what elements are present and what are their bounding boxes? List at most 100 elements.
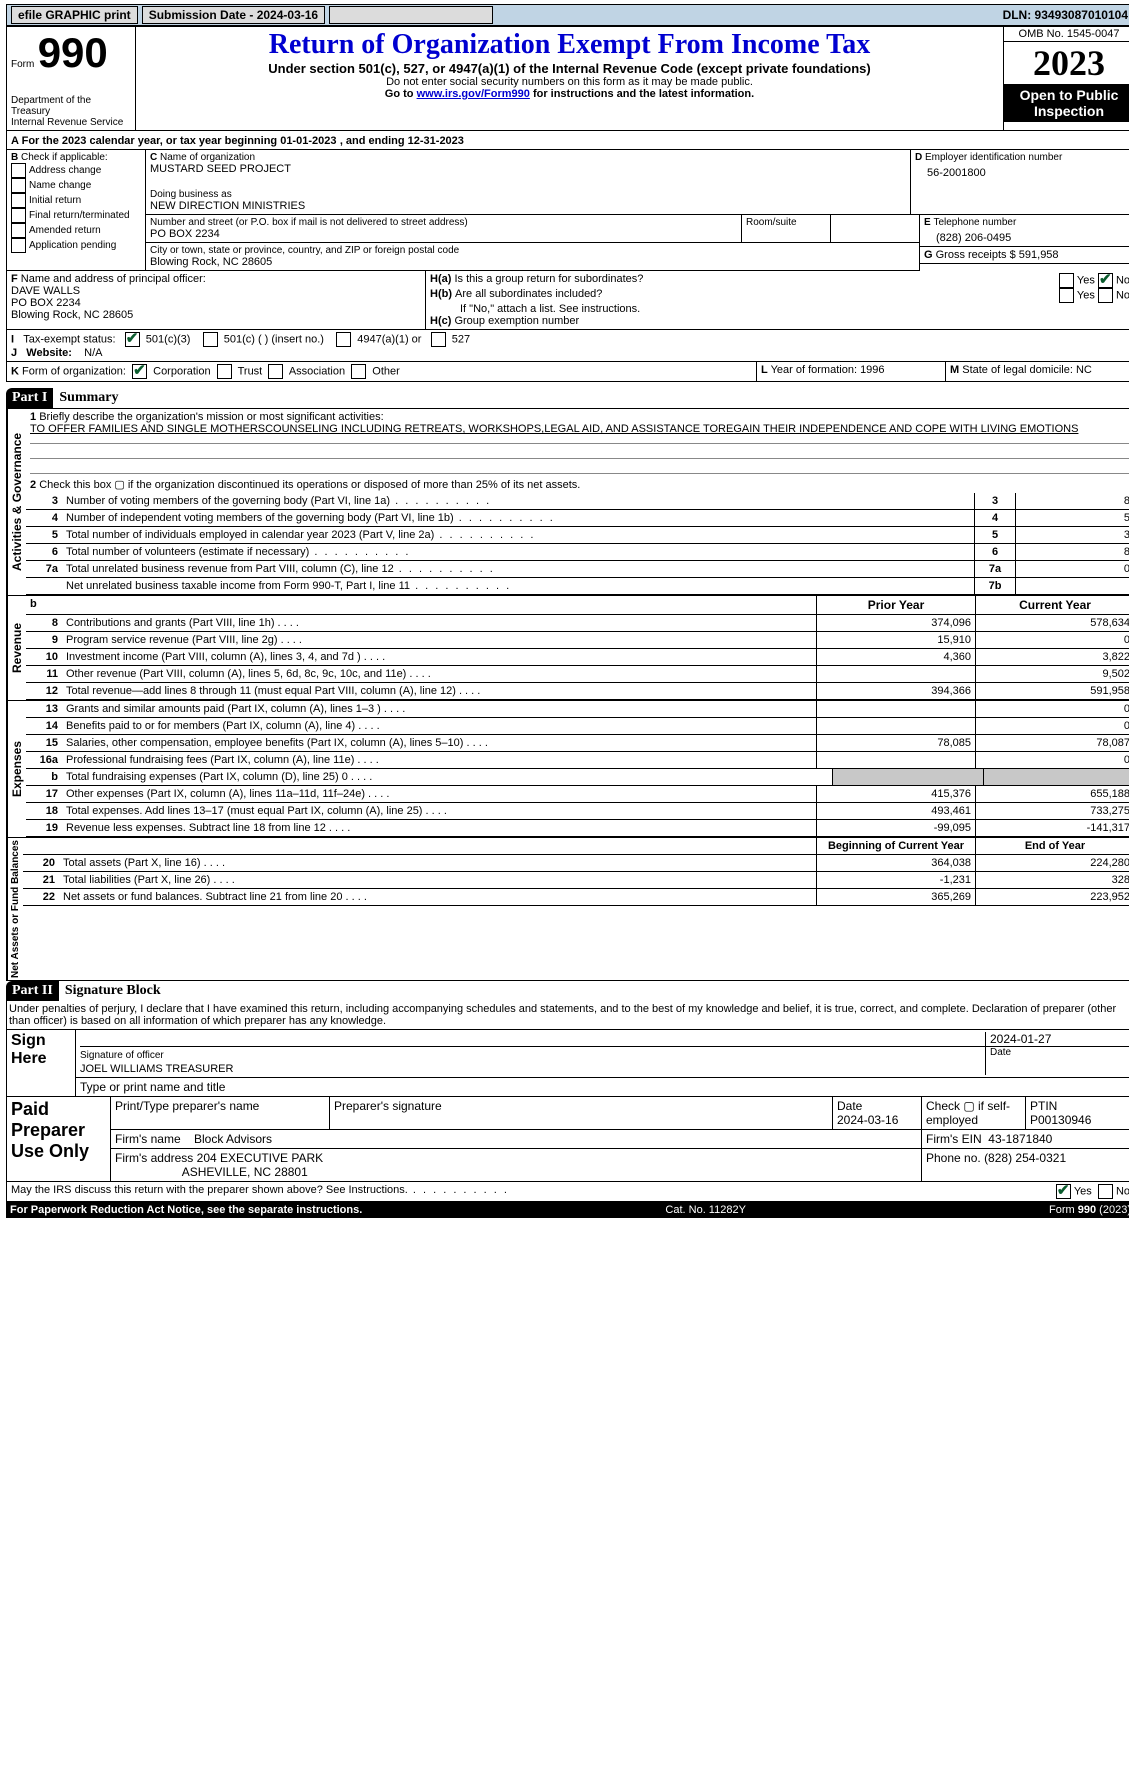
table-cell: 655,188 — [975, 786, 1129, 802]
d-label: Employer identification number — [925, 152, 1062, 163]
ck-ha-yes[interactable] — [1059, 273, 1074, 288]
table-cell: 5 — [1015, 510, 1129, 526]
line-a-text: For the 2023 calendar year, or tax year … — [22, 135, 337, 147]
table-cell: -1,231 — [816, 872, 975, 888]
table-row-label: Total fundraising expenses (Part IX, col… — [62, 769, 832, 785]
ck-4947[interactable] — [336, 332, 351, 347]
e-label: Telephone number — [933, 217, 1016, 228]
ck-final-return[interactable] — [11, 208, 26, 223]
pp-date-label: Date — [837, 1099, 862, 1113]
topbar: efile GRAPHIC print Submission Date - 20… — [6, 4, 1129, 26]
ck-name-change[interactable] — [11, 178, 26, 193]
footer-form: Form 990 (2023) — [1049, 1204, 1129, 1216]
phone-label: Phone no. — [926, 1151, 981, 1165]
f-street: PO BOX 2234 — [11, 297, 81, 309]
table-cell: 15,910 — [816, 632, 975, 648]
col-current: Current Year — [975, 596, 1129, 614]
blank-button[interactable] — [329, 6, 493, 24]
ck-hb-yes[interactable] — [1059, 288, 1074, 303]
i-label: Tax-exempt status: — [23, 333, 115, 345]
pp-sig-label: Preparer's signature — [330, 1097, 833, 1130]
ptin-value: P00130946 — [1030, 1113, 1091, 1127]
table-cell: 8 — [1015, 493, 1129, 509]
table-row-box: 6 — [974, 544, 1015, 560]
table-row-label: Total liabilities (Part X, line 26) — [59, 872, 816, 888]
ck-discuss-no[interactable] — [1098, 1184, 1113, 1199]
hb-no: No — [1116, 289, 1129, 301]
table-cell: -99,095 — [816, 820, 975, 836]
footer-pra: For Paperwork Reduction Act Notice, see … — [10, 1204, 362, 1216]
ck-amended-return[interactable] — [11, 223, 26, 238]
submission-date-button[interactable]: Submission Date - 2024-03-16 — [142, 6, 325, 24]
dept-treasury: Department of the Treasury — [11, 95, 131, 117]
table-row-label: Net assets or fund balances. Subtract li… — [59, 889, 816, 905]
table-row-label: Other expenses (Part IX, column (A), lin… — [62, 786, 816, 802]
table-cell — [1015, 578, 1129, 594]
hc-label: Group exemption number — [454, 315, 579, 327]
col-begin: Beginning of Current Year — [816, 838, 975, 854]
perjury-text: Under penalties of perjury, I declare th… — [6, 1001, 1129, 1030]
ck-other[interactable] — [351, 364, 366, 379]
part-i-title: Summary — [53, 388, 124, 408]
table-cell: 78,087 — [975, 735, 1129, 751]
l2-text: Check this box ▢ if the organization dis… — [39, 479, 580, 491]
omb-label: OMB No. 1545-0047 — [1004, 27, 1129, 42]
ck-discuss-yes[interactable] — [1056, 1184, 1071, 1199]
table-row-label: Professional fundraising fees (Part IX, … — [62, 752, 816, 768]
sig-type-label: Type or print name and title — [76, 1078, 1129, 1097]
b-opt-5: Application pending — [29, 240, 116, 251]
l-value: 1996 — [860, 364, 884, 376]
j-label: Website: — [26, 347, 72, 359]
i-opt2: 501(c) ( ) (insert no.) — [224, 333, 324, 345]
ck-application-pending[interactable] — [11, 238, 26, 253]
table-cell — [816, 718, 975, 734]
part-ii-title: Signature Block — [59, 981, 167, 1001]
firm-name-label: Firm's name — [115, 1132, 181, 1146]
table-cell: 4,360 — [816, 649, 975, 665]
table-cell: 578,634 — [975, 615, 1129, 631]
goto-link[interactable]: www.irs.gov/Form990 — [417, 88, 530, 100]
ck-trust[interactable] — [217, 364, 232, 379]
efile-print-button[interactable]: efile GRAPHIC print — [11, 6, 138, 24]
c-name-label: Name of organization — [160, 152, 255, 163]
c-city-label: City or town, state or province, country… — [150, 245, 915, 256]
ck-527[interactable] — [431, 332, 446, 347]
table-cell: 591,958 — [975, 683, 1129, 699]
c-street-label: Number and street (or P.O. box if mail i… — [150, 217, 737, 228]
ck-corp[interactable] — [132, 364, 147, 379]
ck-hb-no[interactable] — [1098, 288, 1113, 303]
k-opt-0: Corporation — [153, 365, 210, 377]
b-opt-3: Final return/terminated — [29, 210, 130, 221]
table-cell: 224,280 — [975, 855, 1129, 871]
ck-address-change[interactable] — [11, 163, 26, 178]
ck-initial-return[interactable] — [11, 193, 26, 208]
hb-yes: Yes — [1077, 289, 1095, 301]
paid-preparer-label: Paid Preparer Use Only — [7, 1097, 111, 1182]
k-opt-2: Association — [289, 365, 345, 377]
table-cell: 78,085 — [816, 735, 975, 751]
sign-here-label: Sign Here — [7, 1030, 76, 1097]
e-value: (828) 206-0495 — [924, 228, 1129, 244]
i-opt4: 527 — [452, 333, 470, 345]
table-row-label: Grants and similar amounts paid (Part IX… — [62, 701, 816, 717]
k-label: Form of organization: — [22, 365, 126, 377]
f-label: Name and address of principal officer: — [21, 273, 206, 285]
table-cell: 223,952 — [975, 889, 1129, 905]
g-label: Gross receipts $ — [936, 249, 1016, 261]
ck-501c[interactable] — [203, 332, 218, 347]
ck-501c3[interactable] — [125, 332, 140, 347]
b-opt-0: Address change — [29, 165, 101, 176]
table-row-label: Salaries, other compensation, employee b… — [62, 735, 816, 751]
table-cell: 0 — [975, 632, 1129, 648]
table-row-label: Other revenue (Part VIII, column (A), li… — [62, 666, 816, 682]
ck-ha-no[interactable] — [1098, 273, 1113, 288]
table-row-label: Revenue less expenses. Subtract line 18 … — [62, 820, 816, 836]
b-opt-4: Amended return — [29, 225, 101, 236]
dln-label: DLN: 93493087010104 — [1003, 8, 1129, 22]
table-cell: 328 — [975, 872, 1129, 888]
c-dba: NEW DIRECTION MINISTRIES — [150, 200, 906, 212]
table-cell: 0 — [1015, 561, 1129, 577]
l1-label: Briefly describe the organization's miss… — [39, 411, 383, 423]
firm-addr-label: Firm's address — [115, 1151, 193, 1165]
ck-assoc[interactable] — [268, 364, 283, 379]
